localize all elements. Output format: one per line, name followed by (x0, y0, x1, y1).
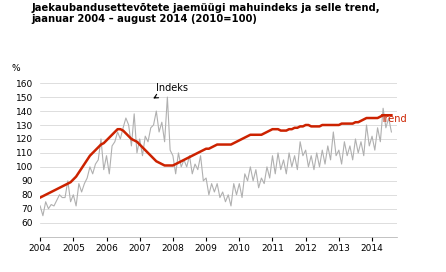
Text: %: % (12, 64, 20, 73)
Text: Jaekaubandusettevõtete jaemüügi mahuindeks ja selle trend,
jaanuar 2004 – august: Jaekaubandusettevõtete jaemüügi mahuinde… (31, 3, 380, 24)
Text: Indeks: Indeks (154, 83, 188, 98)
Text: Trend: Trend (380, 115, 407, 124)
